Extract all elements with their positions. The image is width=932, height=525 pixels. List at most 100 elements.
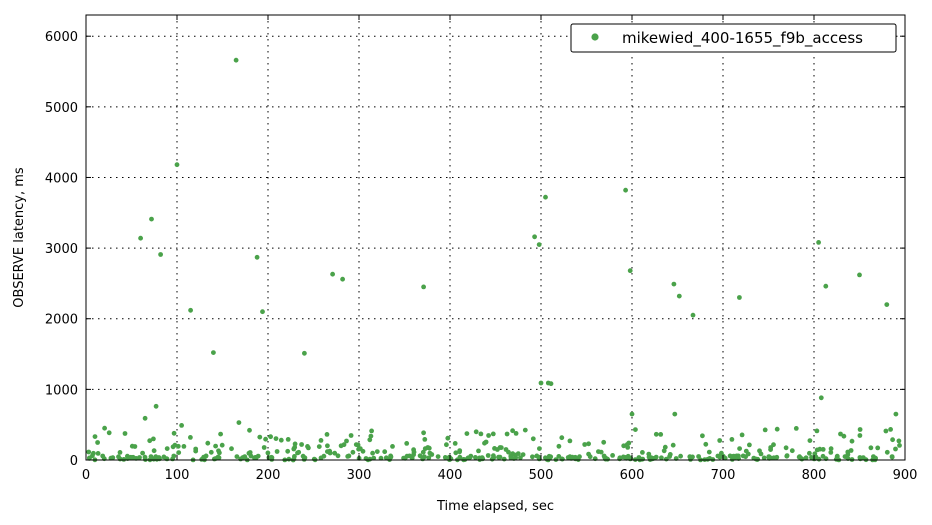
data-point [420, 456, 426, 462]
data-point [340, 276, 345, 282]
data-point [171, 430, 177, 436]
data-point [501, 456, 507, 462]
data-point [316, 444, 322, 449]
data-point [153, 403, 159, 409]
data-point [816, 240, 821, 245]
data-point [857, 272, 862, 278]
legend-marker [591, 33, 599, 41]
data-point [91, 450, 96, 456]
data-point [690, 312, 696, 318]
x-axis-label: Time elapsed, sec [436, 499, 554, 514]
data-point [420, 449, 426, 455]
data-point [587, 454, 593, 460]
data-point [783, 445, 789, 451]
axis-ticks: 0 100 200 300 400 500 600 700 800 900 0 1000 2000 300… [45, 15, 917, 483]
data-point [302, 350, 307, 356]
data-point [544, 457, 550, 462]
y-tick-label-6000: 6000 [45, 30, 78, 45]
data-point [374, 449, 380, 454]
data-point [345, 454, 351, 459]
data-point [442, 455, 448, 460]
data-point [292, 454, 297, 459]
data-point [828, 446, 834, 452]
data-point [530, 436, 536, 442]
data-point [485, 453, 491, 458]
data-point [663, 456, 669, 462]
data-point [117, 450, 123, 455]
x-tick-label-400: 400 [438, 468, 463, 483]
data-point [425, 445, 431, 450]
data-point [92, 434, 98, 439]
x-tick-label-0: 0 [82, 468, 90, 483]
data-point [268, 434, 273, 440]
data-point [370, 450, 375, 456]
data-point [467, 454, 473, 460]
data-point [653, 431, 659, 437]
data-point [95, 451, 101, 456]
data-point [884, 302, 890, 307]
data-point [789, 448, 795, 454]
data-point [729, 437, 735, 442]
data-point [508, 453, 514, 459]
data-point [625, 445, 631, 450]
data-point [174, 162, 180, 168]
data-point [445, 435, 451, 441]
legend-label: mikewied_400-1655_f9b_access [622, 29, 863, 48]
data-point [596, 449, 601, 454]
data-point [890, 437, 895, 443]
data-point [658, 432, 664, 437]
data-point [814, 428, 820, 434]
data-point [344, 438, 349, 444]
data-point [129, 443, 135, 449]
data-point [353, 442, 359, 447]
data-point [325, 443, 330, 449]
legend-box [570, 23, 897, 53]
data-point [421, 430, 426, 436]
data-point [543, 194, 548, 200]
data-point [662, 444, 668, 450]
data-point [687, 454, 693, 460]
data-point [621, 454, 626, 460]
data-point [703, 441, 709, 447]
data-point [233, 57, 239, 63]
data-point [559, 456, 565, 462]
data-point [513, 431, 519, 436]
data-point [324, 432, 330, 437]
data-point [382, 449, 388, 455]
data-point [530, 454, 535, 460]
data-point [700, 433, 705, 439]
data-point [883, 428, 889, 434]
data-point [457, 449, 462, 455]
data-point [483, 439, 489, 445]
data-point [762, 427, 768, 433]
data-point [671, 281, 677, 287]
data-point [884, 449, 890, 455]
data-point [140, 450, 146, 456]
data-point [610, 453, 615, 458]
data-point [390, 444, 395, 449]
data-point [444, 442, 449, 448]
data-point [621, 443, 627, 449]
data-point [158, 252, 164, 257]
data-point [216, 448, 221, 454]
data-point [735, 454, 741, 460]
data-point [745, 451, 751, 457]
data-point [452, 441, 458, 446]
data-point [537, 446, 542, 451]
data-point [238, 456, 244, 462]
data-point [291, 446, 297, 452]
data-point [893, 446, 898, 452]
data-point [255, 453, 261, 459]
data-point [211, 350, 216, 355]
data-point [263, 436, 268, 442]
data-point [889, 454, 895, 460]
data-point [151, 448, 157, 454]
data-point [252, 455, 257, 461]
data-point [153, 454, 159, 460]
data-point [87, 455, 92, 461]
data-point [841, 433, 847, 439]
data-point [722, 455, 728, 461]
data-point [457, 454, 463, 460]
data-point [299, 442, 304, 447]
data-point [260, 309, 265, 315]
